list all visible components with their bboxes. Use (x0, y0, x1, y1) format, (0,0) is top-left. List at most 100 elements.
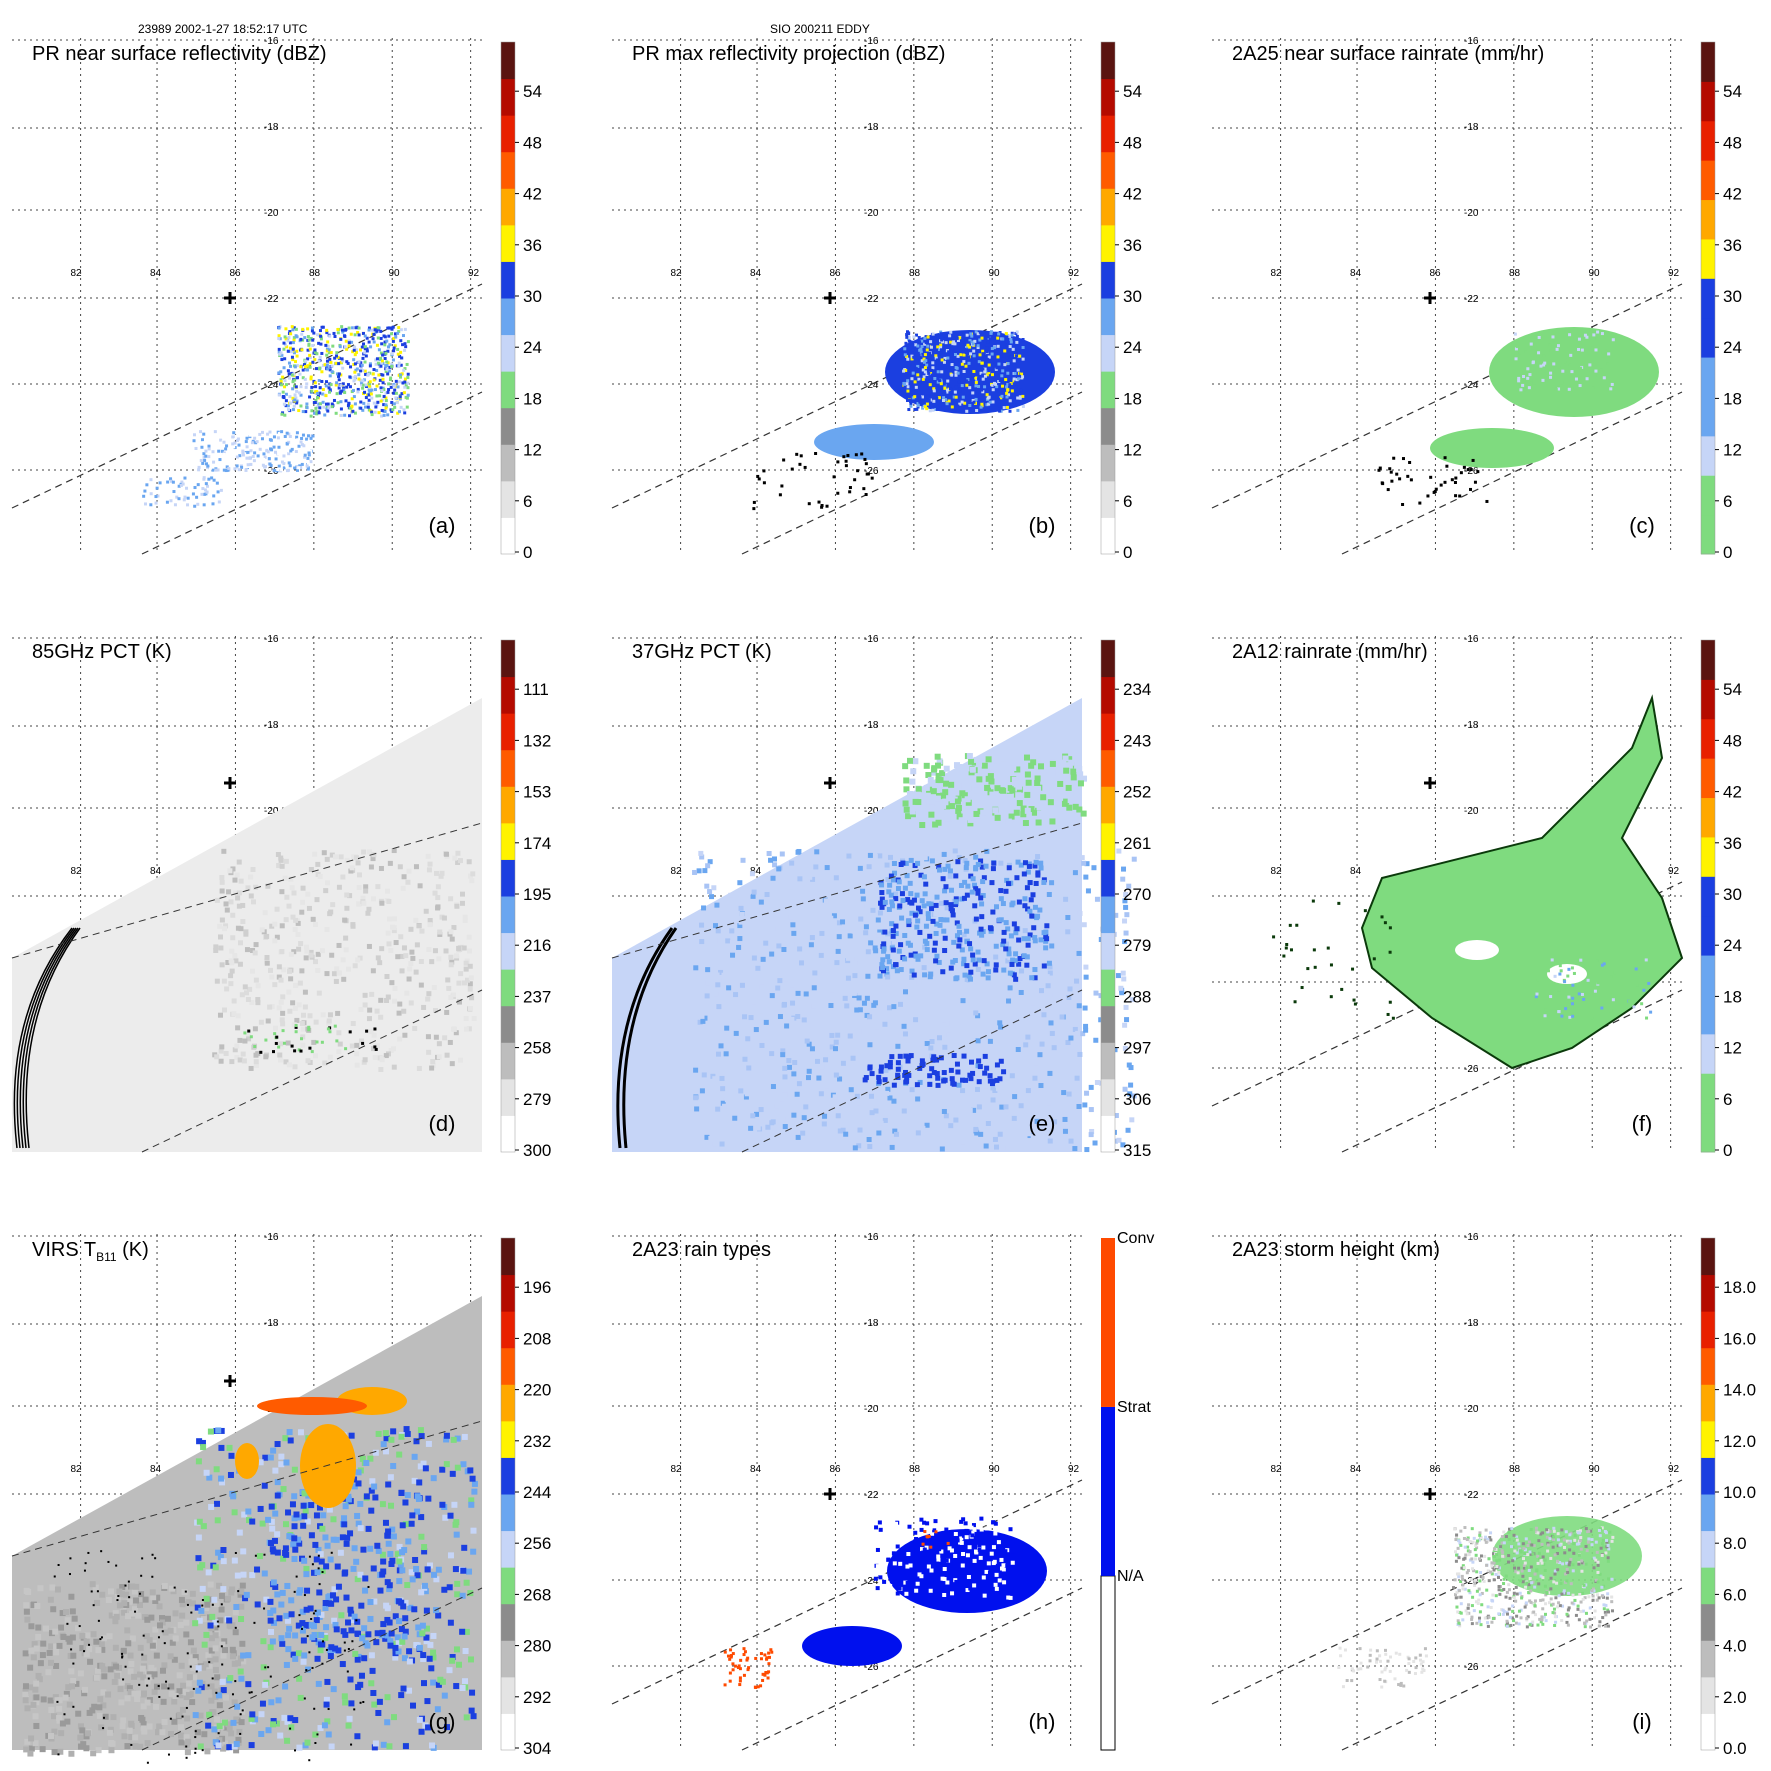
ir-temp-pixel (404, 1430, 411, 1437)
colorbar-tick-label: 216 (523, 936, 551, 955)
reflectivity-pixel (403, 411, 407, 415)
rainrate-pixel (1550, 958, 1554, 962)
reflectivity-pixel (396, 385, 400, 389)
ir-temp-pixel (466, 1568, 473, 1575)
reflectivity-pixel (996, 336, 1000, 340)
ir-temp-pixel (131, 1673, 138, 1680)
ir-temp-pixel (260, 1638, 267, 1645)
brightness-temp-pixel (818, 1091, 824, 1097)
warm-pixel (919, 822, 926, 829)
reflectivity-pixel (321, 392, 325, 396)
brightness-temp-pixel (231, 1011, 237, 1017)
reflectivity-pixel (318, 406, 322, 410)
brightness-temp-pixel (255, 997, 261, 1003)
ir-temp-pixel (200, 1616, 207, 1623)
ir-temp-pixel (53, 1662, 60, 1669)
ir-temp-pixel (283, 1459, 290, 1466)
reflectivity-pixel (299, 440, 303, 444)
cold-pixel (961, 895, 967, 901)
contour-fragment (864, 493, 868, 497)
reflectivity-pixel (216, 490, 220, 494)
reflectivity-pixel (935, 358, 939, 362)
reflectivity-pixel (401, 343, 405, 347)
brightness-temp-pixel (980, 971, 986, 977)
brightness-temp-pixel (892, 1128, 898, 1134)
warm-pixel (943, 820, 950, 827)
ir-temp-pixel (453, 1531, 460, 1538)
reflectivity-pixel (281, 390, 285, 394)
reflectivity-pixel (204, 449, 208, 453)
reflectivity-pixel (1014, 385, 1018, 389)
reflectivity-pixel (294, 327, 298, 331)
reflectivity-pixel (316, 391, 320, 395)
reflectivity-pixel (295, 399, 299, 403)
reflectivity-pixel (308, 395, 312, 399)
brightness-temp-pixel (856, 1029, 862, 1035)
colorbar-tick-label: 6 (1123, 492, 1132, 511)
ir-temp-pixel (56, 1705, 63, 1712)
ir-temp-pixel (331, 1617, 338, 1624)
brightness-temp-pixel (782, 1074, 788, 1080)
reflectivity-pixel (998, 409, 1002, 413)
brightness-temp-pixel (336, 884, 342, 890)
brightness-temp-pixel (902, 1031, 908, 1037)
brightness-temp-pixel (245, 885, 251, 891)
cold-pixel (956, 943, 962, 949)
reflectivity-pixel (289, 332, 293, 336)
brightness-temp-pixel (964, 977, 970, 983)
cold-pixel (937, 867, 943, 873)
rainrate-pixel (1514, 354, 1518, 358)
brightness-temp-pixel (824, 1083, 830, 1089)
ir-temp-pixel (119, 1584, 126, 1591)
reflectivity-pixel (393, 388, 397, 392)
cold-pixel (1021, 871, 1027, 877)
reflectivity-pixel (387, 388, 391, 392)
ir-temp-pixel (427, 1641, 434, 1648)
ir-temp-pixel (319, 1525, 326, 1532)
reflectivity-pixel (972, 354, 976, 358)
reflectivity-pixel (905, 354, 909, 358)
ir-temp-pixel (330, 1686, 337, 1693)
reflectivity-pixel (291, 358, 295, 362)
cold-pixel (936, 864, 942, 870)
cold-pixel (1033, 859, 1039, 865)
brightness-temp-pixel (857, 1127, 863, 1133)
reflectivity-pixel (246, 450, 250, 454)
ir-temp-pixel (139, 1716, 146, 1723)
reflectivity-pixel (939, 330, 943, 334)
reflectivity-pixel (961, 350, 965, 354)
reflectivity-pixel (291, 328, 295, 332)
contour-fragment (842, 455, 846, 459)
reflectivity-pixel (277, 452, 281, 456)
contour-fragment (836, 491, 840, 495)
brightness-temp-pixel (344, 857, 350, 863)
reflectivity-pixel (348, 375, 352, 379)
brightness-temp-pixel (847, 895, 853, 901)
cold-pixel (895, 886, 901, 892)
reflectivity-pixel (969, 352, 973, 356)
ir-temp-pixel (201, 1641, 208, 1648)
brightness-temp-pixel (370, 968, 376, 974)
reflectivity-pixel (968, 336, 972, 340)
ir-temp-pixel (460, 1461, 467, 1468)
brightness-temp-pixel (435, 884, 441, 890)
brightness-temp-pixel (272, 1025, 278, 1031)
cold-pixel (900, 898, 906, 904)
reflectivity-pixel (272, 445, 276, 449)
brightness-temp-pixel (467, 986, 473, 992)
brightness-temp-pixel (418, 959, 424, 965)
reflectivity-pixel (353, 362, 357, 366)
reflectivity-pixel (368, 390, 372, 394)
reflectivity-pixel (212, 494, 216, 498)
ir-temp-pixel (348, 1700, 355, 1707)
rainrate-pixel (1554, 387, 1558, 391)
brightness-temp-pixel (748, 1015, 754, 1021)
warm-pixel (923, 784, 930, 791)
rainrate-pixel (1522, 379, 1526, 383)
rainrate-pixel (1568, 1015, 1572, 1019)
ir-temp-pixel (406, 1687, 413, 1694)
ir-temp-pixel (233, 1716, 240, 1723)
rainrate-pixel (1515, 344, 1519, 348)
rainrate-pixel (1613, 971, 1617, 975)
reflectivity-pixel (985, 357, 989, 361)
